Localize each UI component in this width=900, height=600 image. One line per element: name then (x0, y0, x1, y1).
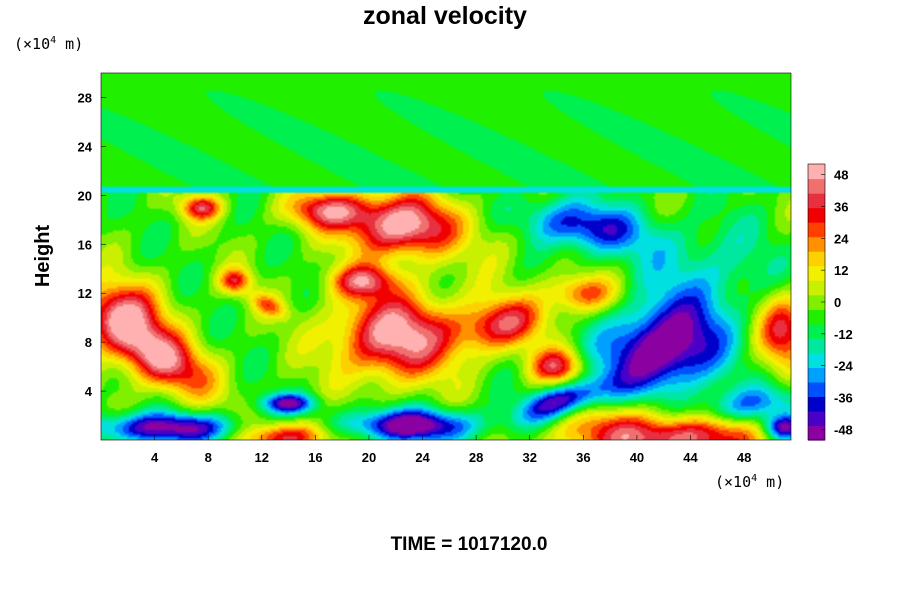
colorbar-tick-label: 24 (834, 231, 849, 246)
colorbar-segment (808, 265, 825, 281)
y-axis-label: Height (32, 225, 54, 288)
colorbar-segment (808, 410, 825, 427)
colorbar-tick-label: -12 (834, 327, 853, 342)
x-tick-label: 12 (255, 450, 269, 465)
colorbar-segment (808, 381, 825, 398)
time-label: TIME = 1017120.0 (391, 534, 548, 555)
colorbar-tick-label: 0 (834, 295, 841, 310)
colorbar-segment (808, 251, 825, 267)
x-axis: 4 8 12 16 20 24 28 32 36 40 44 48 (151, 435, 751, 465)
colorbar-segment (808, 280, 825, 296)
colorbar-segment (808, 367, 825, 383)
heatmap-image (101, 73, 791, 440)
y-tick-label: 16 (78, 237, 92, 252)
y-tick-label: 4 (85, 384, 93, 399)
x-tick-label: 44 (683, 450, 698, 465)
heatmap (101, 73, 791, 440)
colorbar-segment (808, 207, 825, 223)
x-axis-unit: (×104 m) (715, 473, 784, 491)
x-tick-label: 48 (737, 450, 751, 465)
colorbar-segment (808, 425, 825, 441)
colorbar-segment (808, 222, 825, 238)
y-tick-label: 28 (78, 90, 92, 105)
y-tick-label: 24 (78, 139, 93, 154)
x-axis-unit-exponent: 4 (751, 473, 757, 484)
x-tick-label: 36 (576, 450, 590, 465)
colorbar-segment (808, 193, 825, 209)
x-tick-label: 24 (415, 450, 430, 465)
plot-frame (100, 72, 792, 441)
x-tick-label: 4 (151, 450, 159, 465)
colorbar-segment (808, 164, 825, 180)
colorbar-tick-label: 36 (834, 199, 848, 214)
colorbar-segment (808, 338, 825, 354)
y-tick-label: 20 (78, 188, 92, 203)
y-axis-unit: (×104 m) (14, 35, 83, 53)
colorbar (807, 163, 826, 441)
colorbar-tick-label: 12 (834, 263, 848, 278)
colorbar-tick-label: -24 (834, 359, 854, 374)
x-tick-label: 32 (523, 450, 537, 465)
colorbar-segment (808, 309, 825, 325)
colorbar-tick-label: -48 (834, 422, 853, 437)
colorbar-segment (808, 178, 825, 194)
colorbar-tick-label: 48 (834, 168, 848, 183)
chart-title: zonal velocity (363, 2, 527, 30)
colorbar-segment (808, 352, 825, 368)
colorbar-segment (808, 323, 825, 339)
x-tick-label: 28 (469, 450, 483, 465)
colorbar-axis: 48 36 24 12 0 -12 -24 -36 -48 (821, 168, 854, 437)
colorbar-segment (808, 236, 825, 252)
x-tick-label: 8 (205, 450, 212, 465)
y-tick-label: 12 (78, 286, 92, 301)
colorbar-tick-label: -36 (834, 391, 853, 406)
y-axis-unit-exponent: 4 (50, 35, 56, 46)
colorbar-segment (808, 294, 825, 310)
y-axis: 4 8 12 16 20 24 28 (78, 90, 106, 399)
x-tick-label: 40 (630, 450, 644, 465)
x-tick-label: 20 (362, 450, 376, 465)
colorbar-segment (808, 396, 825, 412)
y-tick-label: 8 (85, 335, 92, 350)
x-tick-label: 16 (308, 450, 322, 465)
